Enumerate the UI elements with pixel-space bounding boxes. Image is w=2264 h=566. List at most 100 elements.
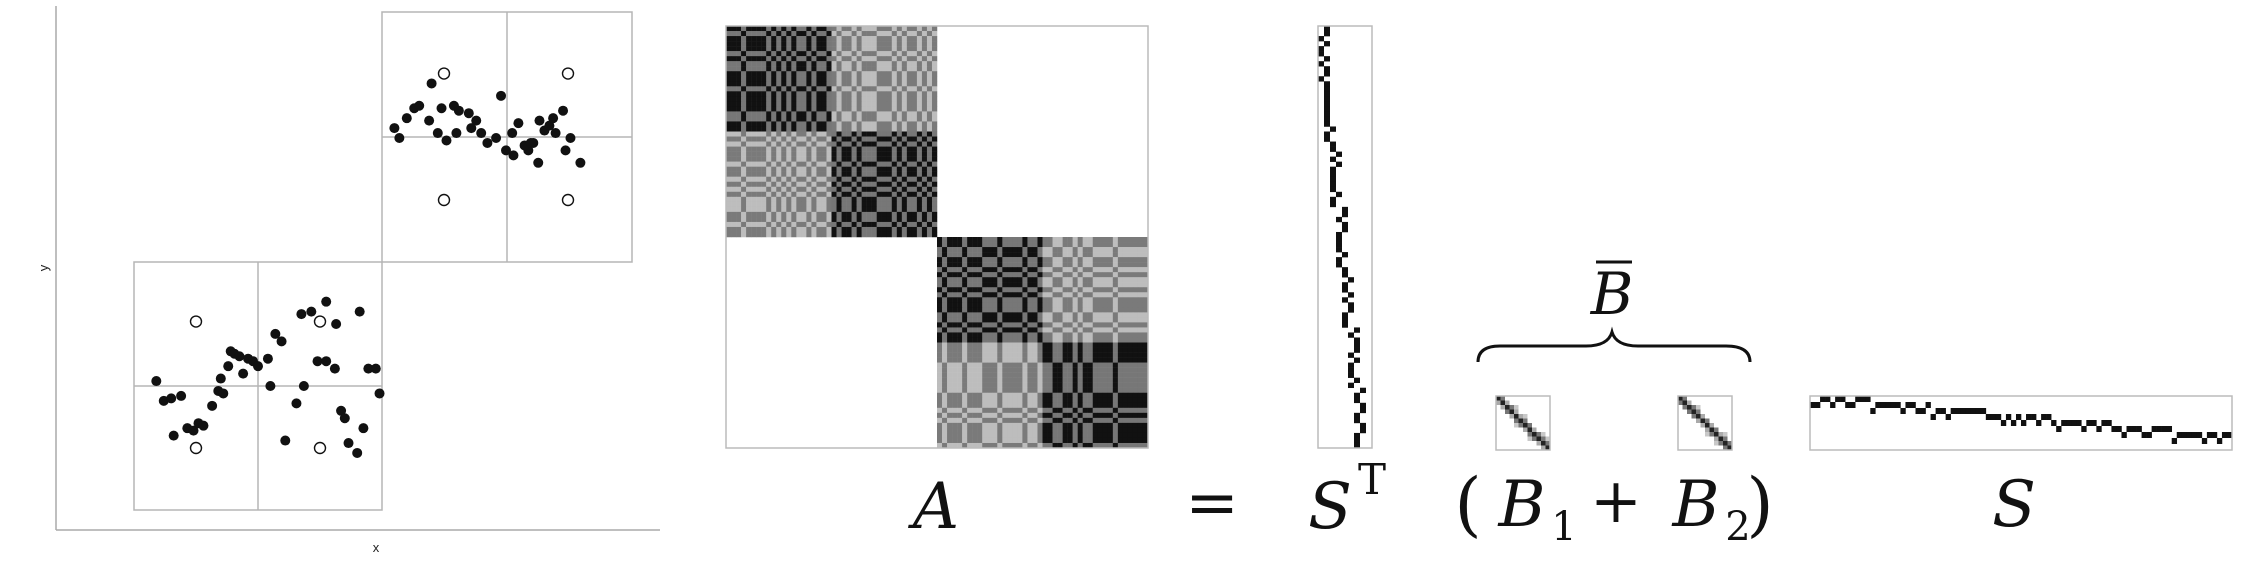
matrix-cell xyxy=(861,201,867,208)
matrix-cell xyxy=(987,322,993,328)
matrix-cell xyxy=(997,242,1003,248)
matrix-cell xyxy=(947,432,953,439)
matrix-cell xyxy=(741,231,747,238)
matrix-cell xyxy=(1002,327,1008,333)
matrix-cell xyxy=(741,191,747,198)
matrix-cell xyxy=(876,51,882,57)
matrix-cell xyxy=(1087,412,1093,419)
matrix-cell xyxy=(977,432,983,439)
matrix-cell xyxy=(836,221,842,228)
matrix-cell xyxy=(886,181,893,188)
matrix-cell xyxy=(1102,327,1109,333)
matrix-cell xyxy=(1017,332,1023,338)
matrix-cell xyxy=(1092,427,1099,434)
matrix-cell xyxy=(962,332,968,338)
matrix-cell xyxy=(1052,327,1058,333)
matrix-cell xyxy=(1112,332,1119,338)
matrix-cell xyxy=(1032,322,1038,328)
matrix-cell xyxy=(1097,352,1104,358)
matrix-cell xyxy=(781,106,787,112)
matrix-cell xyxy=(1142,322,1149,328)
matrix-cell xyxy=(916,146,923,152)
label-B2: B xyxy=(1671,468,1719,542)
matrix-cell xyxy=(801,141,807,147)
matrix-cell xyxy=(816,36,822,42)
matrix-cell xyxy=(801,76,807,82)
matrix-cell xyxy=(756,226,762,233)
data-point xyxy=(401,113,412,124)
matrix-cell xyxy=(756,126,762,132)
matrix-cell xyxy=(1007,297,1013,303)
matrix-cell xyxy=(1107,352,1114,358)
matrix-cell xyxy=(746,216,752,223)
matrix-cell xyxy=(1330,171,1336,178)
matrix-cell xyxy=(806,91,812,97)
matrix-cell xyxy=(1002,277,1008,283)
matrix-cell xyxy=(886,31,893,37)
matrix-cell xyxy=(851,36,857,42)
matrix-cell xyxy=(982,332,988,338)
matrix-cell xyxy=(926,171,933,177)
matrix-cell xyxy=(1127,302,1134,308)
matrix-cell xyxy=(992,442,998,449)
data-point xyxy=(321,296,332,307)
matrix-cell xyxy=(1112,367,1119,373)
matrix-cell xyxy=(736,231,742,238)
matrix-cell xyxy=(992,422,998,429)
matrix-cell xyxy=(1042,342,1048,348)
matrix-cell xyxy=(746,136,752,142)
matrix-cell xyxy=(741,46,747,52)
matrix-cell xyxy=(786,171,792,177)
matrix-cell xyxy=(771,36,777,42)
matrix-cell xyxy=(816,86,822,92)
matrix-cell xyxy=(836,141,842,147)
matrix-cell xyxy=(1541,436,1546,441)
matrix-cell xyxy=(1087,302,1093,308)
matrix-cell xyxy=(1122,267,1129,273)
matrix-cell xyxy=(1027,367,1033,373)
matrix-cell xyxy=(761,226,767,233)
matrix-cell xyxy=(1057,332,1063,338)
matrix-cell xyxy=(1112,337,1119,343)
matrix-cell xyxy=(987,257,993,263)
matrix-cell xyxy=(756,211,762,218)
matrix-cell xyxy=(926,146,933,152)
matrix-cell xyxy=(776,66,782,72)
matrix-cell xyxy=(751,106,757,112)
matrix-cell xyxy=(866,156,872,162)
matrix-cell xyxy=(1137,367,1144,373)
matrix-cell xyxy=(1027,237,1033,243)
matrix-cell xyxy=(1137,327,1144,333)
matrix-cell xyxy=(1137,392,1144,399)
matrix-cell xyxy=(2151,426,2157,432)
matrix-cell xyxy=(761,156,767,162)
matrix-cell xyxy=(911,86,918,92)
matrix-cell xyxy=(806,176,812,182)
matrix-cell xyxy=(952,312,958,318)
matrix-cell xyxy=(1142,327,1149,333)
matrix-cell xyxy=(746,51,752,57)
matrix-cell xyxy=(741,141,747,147)
matrix-cell xyxy=(1032,267,1038,273)
matrix-cell xyxy=(771,116,777,122)
matrix-cell xyxy=(1112,437,1119,444)
matrix-cell xyxy=(1052,322,1058,328)
matrix-cell xyxy=(1007,392,1013,399)
matrix-cell xyxy=(1042,327,1048,333)
matrix-cell xyxy=(1137,262,1144,268)
matrix-cell xyxy=(952,352,958,358)
matrix-cell xyxy=(731,116,737,122)
matrix-cell xyxy=(1077,402,1083,409)
matrix-cell xyxy=(1682,405,1687,410)
matrix-cell xyxy=(761,211,767,218)
matrix-cell xyxy=(1027,387,1033,393)
matrix-cell xyxy=(1092,332,1099,338)
matrix-cell xyxy=(937,397,943,404)
matrix-cell xyxy=(726,116,732,122)
matrix-cell xyxy=(781,161,787,167)
matrix-cell xyxy=(906,146,913,152)
matrix-cell xyxy=(1082,362,1088,368)
matrix-cell xyxy=(2216,438,2223,444)
matrix-cell xyxy=(801,206,807,213)
matrix-cell xyxy=(1022,242,1028,248)
